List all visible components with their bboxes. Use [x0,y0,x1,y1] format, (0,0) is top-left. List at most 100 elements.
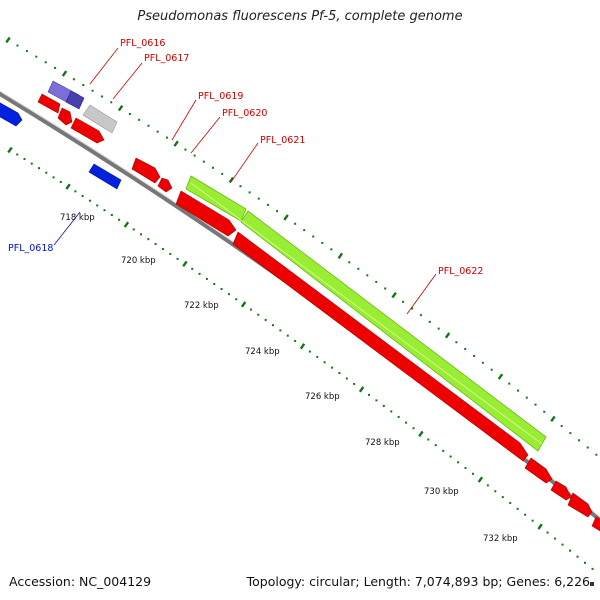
tick-mark-minor [52,176,55,179]
callout-line [89,47,119,85]
tick-mark-minor [138,118,141,121]
tick-mark-major [123,221,130,228]
tick-mark-minor [330,248,333,251]
tick-mark-minor [517,389,520,392]
gene-label-pfl0622[interactable]: PFL_0622 [438,266,483,277]
tick-mark-minor [38,167,41,170]
gene-feature-forward[interactable] [157,177,173,193]
tick-mark-minor [428,320,431,323]
tick-mark-minor [227,293,230,296]
gene-feature-forward[interactable] [591,516,600,534]
tick-mark-minor [312,235,315,238]
callout-line [112,62,143,100]
gene-feature-forward[interactable] [550,480,572,501]
tick-mark-minor [275,210,278,213]
gene-label-pfl0618[interactable]: PFL_0618 [8,243,53,254]
gene-feature-forward[interactable] [567,492,593,518]
tick-mark-minor [54,66,57,69]
tick-mark-minor [569,432,572,435]
tick-mark-minor [375,399,378,402]
tick-mark-minor [576,555,579,558]
gene-label-pfl0620[interactable]: PFL_0620 [222,108,267,119]
tick-mark-minor [74,190,77,193]
gene-feature-forward[interactable] [131,157,161,184]
tick-mark-minor [321,241,324,244]
tick-mark-minor [264,318,267,321]
tick-mark-minor [140,233,143,236]
tick-mark-minor [205,277,208,280]
gene-feature-pfl0618[interactable] [88,163,122,190]
tick-mark-minor [437,327,440,330]
tick-mark-minor [82,83,85,86]
tick-mark-minor [508,382,511,385]
tick-mark-minor [382,404,385,407]
tick-mark-minor [543,410,546,413]
tick-mark-minor [586,446,589,449]
tick-mark-minor [471,472,474,475]
map-title: Pseudomonas fluorescens Pf-5, complete g… [137,9,463,24]
tick-mark-minor [249,308,252,311]
gene-label-pfl0619[interactable]: PFL_0619 [198,91,243,102]
axis-label-kbp: 732 kbp [483,534,518,544]
tick-mark-minor [442,449,445,452]
tick-mark-minor [294,222,297,225]
highlight-sheen [190,182,543,445]
tick-mark-minor [154,243,157,246]
gene-feature-forward[interactable] [175,190,237,237]
tick-mark-minor [402,300,405,303]
tick-mark-minor [202,160,205,163]
gene-feature-forward[interactable] [57,107,73,126]
gene-feature-forward[interactable] [70,117,105,144]
gene-feature-pfl0617[interactable] [82,104,118,134]
resize-handle[interactable] [590,582,594,586]
axis-label-kbp: 728 kbp [365,438,400,448]
tick-mark-minor [169,252,172,255]
tick-mark-minor [191,267,194,270]
tick-mark-minor [390,410,393,413]
gene-feature-reverse-blue[interactable] [0,100,23,127]
tick-mark-minor [272,324,275,327]
tick-mark-major [444,332,451,339]
tick-mark-minor [509,501,512,504]
tick-mark-minor [213,282,216,285]
tick-mark-minor [366,274,369,277]
gene-feature-forward[interactable] [524,457,553,484]
gene-feature-pfl0622-highlight[interactable] [240,210,547,452]
gene-label-pfl0617[interactable]: PFL_0617 [144,53,189,64]
tick-mark-major [7,146,13,154]
tick-mark-minor [348,261,351,264]
tick-mark-minor [25,50,28,53]
tick-mark-minor [554,537,557,540]
tick-mark-minor [165,136,168,139]
tick-mark-minor [473,354,476,357]
tick-mark-minor [578,439,581,442]
tick-mark-major [299,343,306,350]
tick-mark-minor [449,455,452,458]
gene-feature-forward[interactable] [37,93,61,114]
tick-mark-major [550,415,556,422]
tick-mark-minor [427,438,430,441]
tick-mark-minor [30,162,33,165]
gene-feature-pfl0621-highlight[interactable] [185,175,247,222]
tick-mark-minor [525,396,528,399]
tick-mark-minor [96,204,99,207]
tick-mark-minor [294,339,297,342]
tick-mark-minor [357,267,360,270]
tick-mark-minor [464,467,467,470]
gene-feature-pfl0622-forward[interactable] [232,231,529,462]
tick-mark-minor [59,180,62,183]
gene-label-pfl0621[interactable]: PFL_0621 [260,135,305,146]
tick-mark-minor [266,203,269,206]
callout-line [171,99,197,141]
tick-mark-minor [286,334,289,337]
tick-mark-minor [411,307,413,310]
axis-label-kbp: 726 kbp [305,392,340,402]
callout-line [406,273,437,315]
tick-mark-minor [45,171,48,174]
tick-mark-minor [161,247,164,250]
gene-label-pfl0616[interactable]: PFL_0616 [120,38,165,49]
gene-feature-pfl0616-dark[interactable] [65,90,85,110]
tick-mark-minor [235,298,238,301]
tick-mark-minor [147,238,150,241]
